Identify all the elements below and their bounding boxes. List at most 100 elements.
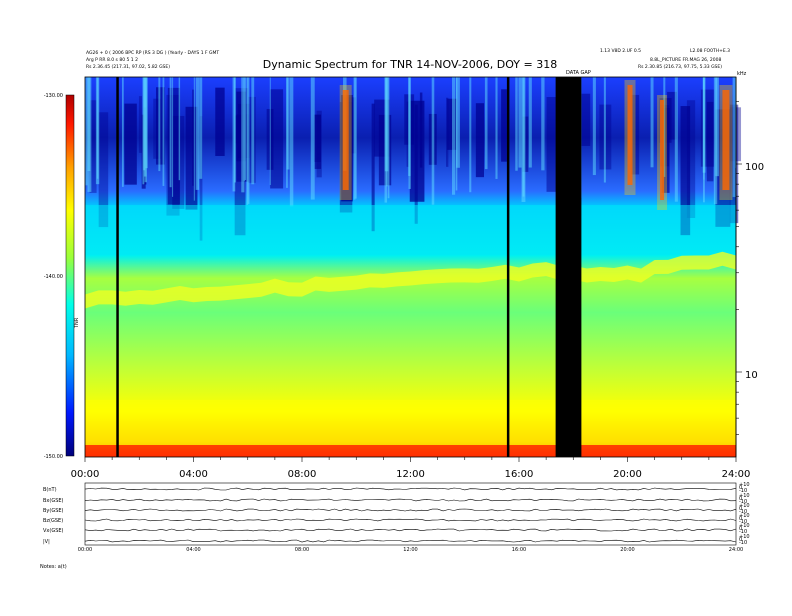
panel-right-tick: -10	[739, 529, 747, 535]
panel-x-tick-label: 16:00	[512, 547, 526, 553]
spectral-streak	[541, 77, 545, 171]
spectral-streak	[241, 77, 245, 193]
x-tick-label: 24:00	[722, 469, 751, 480]
panel-trace	[84, 508, 737, 512]
colorbar-tick: -140.00	[44, 274, 63, 280]
lowest-freq-band	[85, 445, 736, 457]
spectral-streak	[384, 77, 389, 172]
spectral-patch	[419, 92, 423, 168]
spectral-patch	[98, 112, 109, 228]
spectral-streak	[456, 77, 460, 168]
intense-emission-halo	[339, 85, 352, 200]
panel-trace	[84, 539, 737, 543]
colorbar-tick: -130.00	[44, 93, 63, 99]
panel-label: |V|	[43, 539, 50, 545]
panel-trace	[84, 498, 737, 502]
spectral-patch	[661, 108, 670, 193]
x-tick-label: 12:00	[396, 469, 425, 480]
header-right-line: 1.13 V8D 2.UF 0.5	[600, 48, 641, 54]
header-right-line: L2.08 FO0TH+E.3	[690, 48, 730, 54]
spectral-streak	[495, 77, 498, 179]
spectral-patch	[153, 98, 161, 159]
spectral-streak	[87, 77, 92, 192]
cyan-band	[85, 205, 736, 255]
panel-trace	[84, 518, 737, 522]
colorbar-tick: -150.00	[44, 454, 63, 460]
header-left-line: Arg P RR 8.0 s 80 5 1 2	[86, 57, 138, 63]
panel-label: Bz(GSE)	[43, 518, 63, 524]
spectral-patch	[192, 89, 195, 186]
spectral-streak	[158, 77, 161, 172]
spectral-patch	[579, 93, 591, 146]
right-axis-tick: 100	[745, 162, 764, 173]
spectral-streak	[310, 77, 315, 200]
spectral-streak	[232, 77, 236, 192]
data-gap-label: DATA GAP	[566, 70, 591, 76]
low-freq-band	[85, 400, 736, 445]
y-unit-label: kHz	[737, 71, 747, 77]
right-axis: 100 10 kHz DATA GAP	[566, 70, 764, 457]
panel-right-tick: 0	[739, 506, 742, 512]
spectral-patch	[446, 97, 449, 167]
spectral-patch	[686, 100, 696, 218]
chart-title: Dynamic Spectrum for TNR 14-NOV-2006, DO…	[263, 58, 557, 71]
panel-right-tick: 0	[739, 516, 742, 522]
spectral-streak	[522, 77, 525, 197]
panel-label: B(nT)	[43, 487, 57, 493]
spectral-patch	[406, 101, 410, 167]
data-gap	[555, 77, 582, 457]
panel-right-tick: 0	[739, 496, 742, 502]
spectral-patch	[314, 114, 322, 169]
intense-emission-halo	[657, 95, 668, 210]
header-right-line: Rs 2.30.85 (216.73, 97.75, 5.33 GSE)	[638, 64, 722, 70]
header-left-line: Rs 2.36.45 (217.31, 97.02, 5.82 GSE)	[86, 64, 170, 70]
spectral-streak	[162, 77, 165, 186]
panel-x-tick-label: 20:00	[620, 547, 634, 553]
spectral-patch	[501, 89, 507, 162]
panel-x-tick-label: 12:00	[403, 547, 417, 553]
panel-label: Vx(GSE)	[43, 528, 64, 534]
spectral-streak	[269, 77, 271, 186]
spectral-streak	[199, 77, 203, 179]
panel-right-tick: 0	[739, 485, 742, 491]
spectral-streak	[528, 77, 532, 168]
spectral-streak	[246, 77, 249, 205]
x-tick-label: 16:00	[505, 469, 534, 480]
panel-label: By(GSE)	[43, 508, 64, 514]
panel-right-tick: 0	[739, 526, 742, 532]
spectral-streak	[193, 77, 195, 201]
spectral-patch	[680, 106, 691, 236]
spectral-streak	[663, 77, 666, 177]
x-axis: 00:00 04:00 08:00 12:00 16:00 20:00 24:00	[71, 457, 751, 480]
panel-right-tick: -10	[739, 488, 747, 494]
spectral-streak	[121, 77, 124, 187]
panel-right-tick: 0	[739, 537, 742, 543]
footer-note: Notes: a(t)	[40, 564, 67, 570]
header-left: AG26 + 0 ( 2006 BPC RP (RS 3 DG ) (Yearl…	[86, 50, 219, 70]
right-axis-tick: 10	[745, 370, 758, 381]
spectral-streak	[178, 77, 181, 181]
spectral-patch	[215, 87, 225, 156]
spectral-streak	[452, 77, 456, 195]
spectral-streak	[650, 77, 654, 168]
panel-trace	[84, 487, 737, 491]
panel-trace	[84, 528, 737, 532]
spectral-streak	[518, 77, 522, 168]
spectral-streak	[703, 77, 705, 180]
panel-right-tick: +10	[739, 503, 750, 509]
intense-emission	[722, 90, 730, 190]
spectral-streak	[354, 77, 357, 199]
panel-right-tick: +10	[739, 513, 750, 519]
panel-right-tick: +10	[739, 523, 750, 529]
spectral-patch	[172, 115, 185, 209]
header-right-line: 8.8L_PICTURE FR.MAG 26, 2008	[650, 57, 721, 63]
intense-emission	[342, 90, 349, 190]
spectral-patch	[138, 96, 142, 153]
intense-emission	[660, 100, 665, 200]
spectral-streak	[408, 77, 411, 189]
panel-x-tick-label: 08:00	[295, 547, 309, 553]
panel-right-tick: -10	[739, 519, 747, 525]
intense-emission	[627, 85, 633, 185]
spectral-patch	[706, 101, 714, 182]
